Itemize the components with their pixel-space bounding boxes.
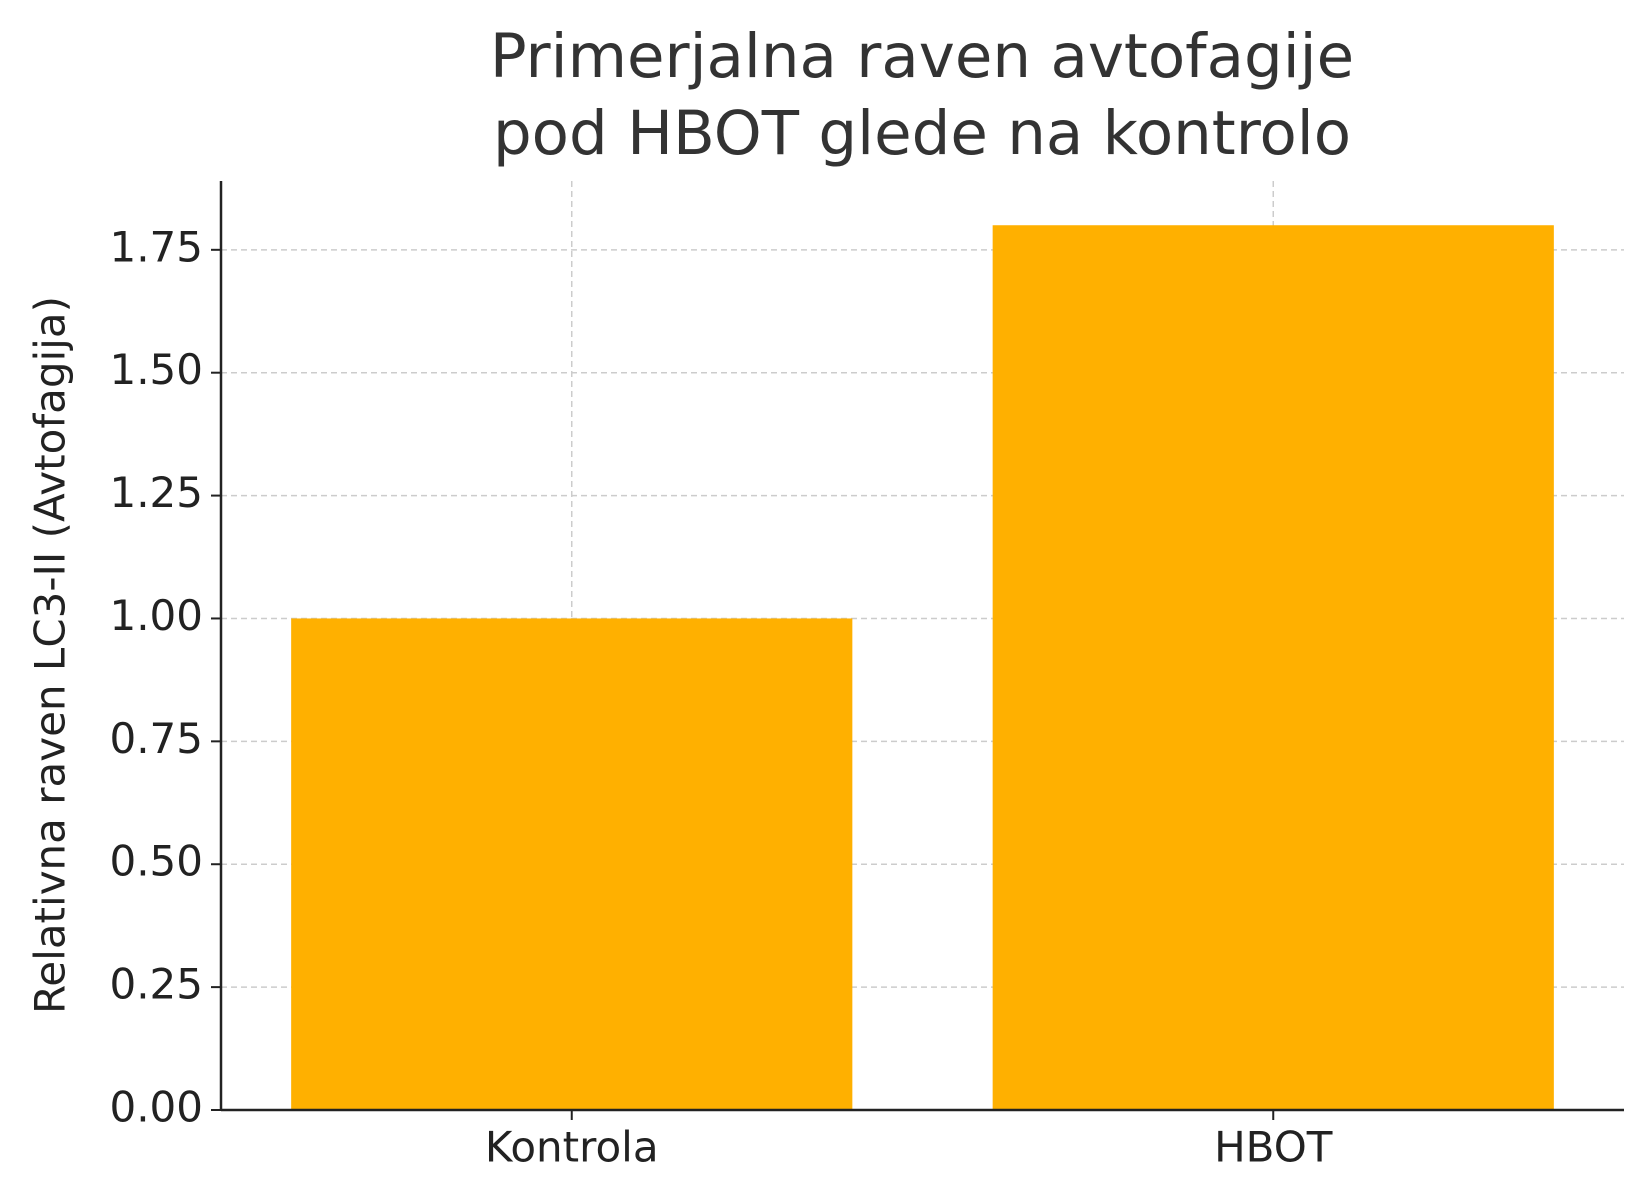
chart-title: Primerjalna raven avtofagije pod HBOT gle…: [490, 21, 1354, 169]
x-tick-label: Kontrola: [485, 1123, 659, 1172]
bar: [992, 225, 1554, 1110]
y-tick-label: 0.00: [109, 1083, 203, 1132]
y-tick-label: 0.75: [109, 714, 203, 763]
y-axis-label: Relativna raven LC3-II (Avtofagija): [26, 296, 75, 1014]
y-tick-label: 0.50: [109, 837, 203, 886]
y-tick-label: 1.25: [109, 468, 203, 517]
y-tick-label: 1.50: [109, 345, 203, 394]
bar: [291, 618, 853, 1110]
y-tick-label: 0.25: [109, 960, 203, 1009]
x-tick-label: HBOT: [1214, 1123, 1333, 1172]
y-tick-label: 1.00: [109, 591, 203, 640]
y-tick-label: 1.75: [109, 222, 203, 271]
